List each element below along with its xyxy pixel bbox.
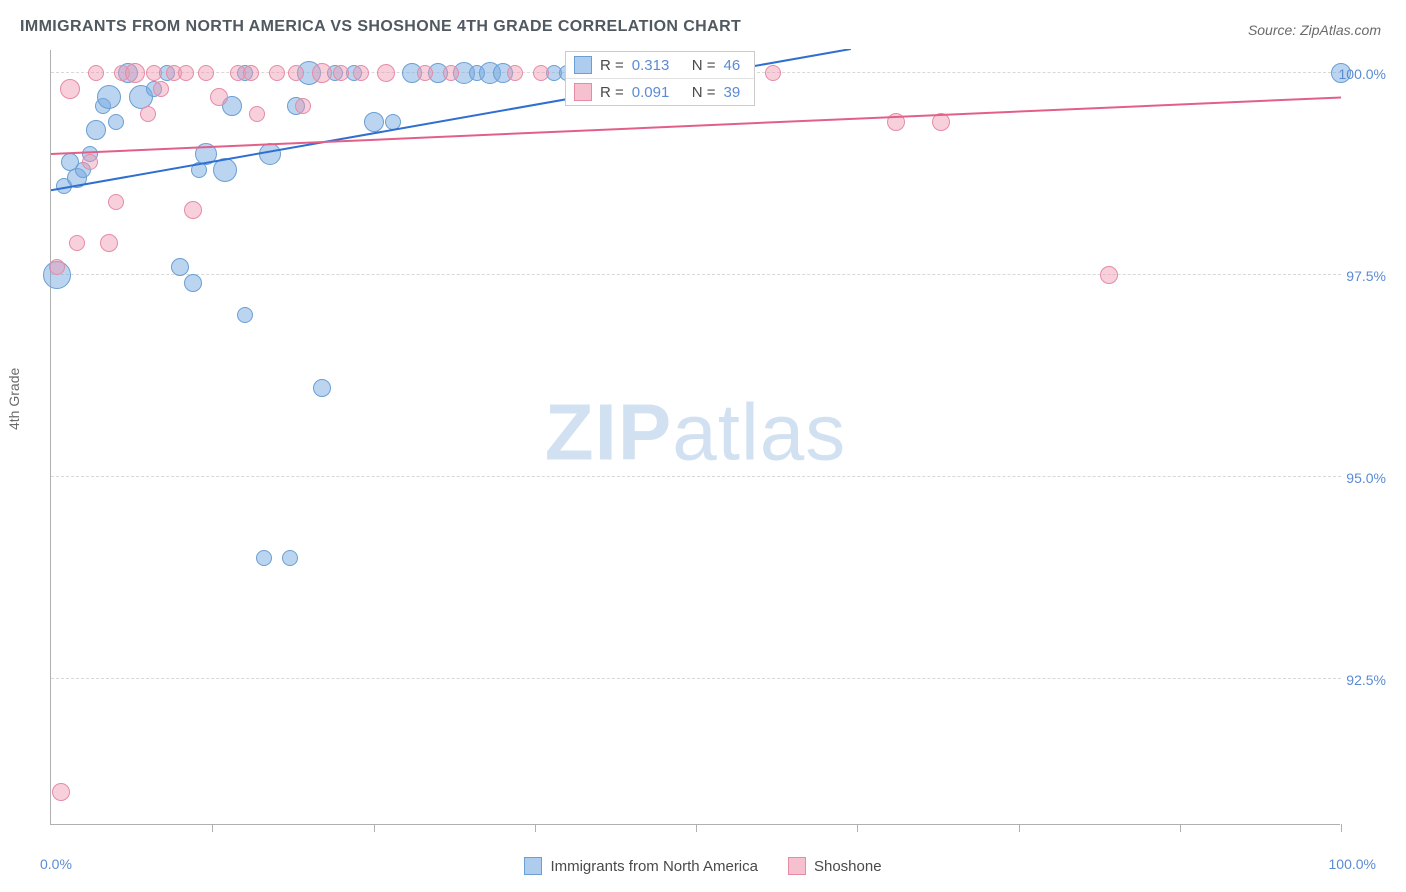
- x-tick: [374, 824, 375, 832]
- legend-label: Immigrants from North America: [550, 858, 758, 875]
- scatter-point: [69, 235, 85, 251]
- scatter-point: [100, 234, 118, 252]
- scatter-point: [282, 550, 298, 566]
- y-tick-label: 95.0%: [1346, 470, 1386, 486]
- scatter-point: [259, 143, 281, 165]
- x-tick: [535, 824, 536, 832]
- scatter-point: [125, 63, 145, 83]
- scatter-point: [443, 65, 459, 81]
- scatter-point: [82, 154, 98, 170]
- scatter-point: [385, 114, 401, 130]
- scatter-point: [140, 106, 156, 122]
- scatter-point: [195, 143, 217, 165]
- legend-row: R = 0.313 N = 46: [566, 52, 754, 79]
- y-axis-label: 4th Grade: [6, 368, 22, 430]
- source-prefix: Source:: [1248, 22, 1300, 38]
- scatter-point: [887, 113, 905, 131]
- scatter-plot: [51, 49, 1341, 824]
- scatter-point: [210, 88, 228, 106]
- legend-label: Shoshone: [814, 858, 882, 875]
- legend-swatch: [524, 857, 542, 875]
- scatter-point: [765, 65, 781, 81]
- n-label: N =: [692, 84, 716, 101]
- y-tick-label: 92.5%: [1346, 672, 1386, 688]
- scatter-point: [184, 274, 202, 292]
- scatter-point: [295, 98, 311, 114]
- n-label: N =: [692, 57, 716, 74]
- scatter-point: [86, 120, 106, 140]
- scatter-point: [52, 783, 70, 801]
- source-credit: Source: ZipAtlas.com: [1248, 22, 1381, 38]
- scatter-point: [237, 307, 253, 323]
- scatter-point: [49, 259, 65, 275]
- chart-plot-area: ZIPatlas: [50, 50, 1340, 825]
- scatter-point: [178, 65, 194, 81]
- scatter-point: [1100, 266, 1118, 284]
- scatter-point: [312, 63, 332, 83]
- scatter-point: [507, 65, 523, 81]
- scatter-point: [377, 64, 395, 82]
- scatter-point: [153, 81, 169, 97]
- y-tick-label: 100.0%: [1339, 66, 1386, 82]
- scatter-point: [97, 85, 121, 109]
- scatter-point: [249, 106, 265, 122]
- legend-swatch: [574, 56, 592, 74]
- r-value: 0.091: [632, 84, 684, 101]
- scatter-point: [198, 65, 214, 81]
- scatter-point: [932, 113, 950, 131]
- n-value: 39: [724, 84, 741, 101]
- correlation-legend: R = 0.313 N = 46 R = 0.091 N = 39: [565, 51, 755, 106]
- scatter-point: [313, 379, 331, 397]
- scatter-point: [417, 65, 433, 81]
- chart-title: IMMIGRANTS FROM NORTH AMERICA VS SHOSHON…: [20, 18, 741, 36]
- r-label: R =: [600, 57, 624, 74]
- scatter-point: [243, 65, 259, 81]
- source-name: ZipAtlas.com: [1300, 22, 1381, 38]
- r-label: R =: [600, 84, 624, 101]
- y-tick-label: 97.5%: [1346, 268, 1386, 284]
- scatter-point: [108, 114, 124, 130]
- scatter-point: [256, 550, 272, 566]
- scatter-point: [533, 65, 549, 81]
- x-tick: [857, 824, 858, 832]
- scatter-point: [60, 79, 80, 99]
- series-legend: Immigrants from North America Shoshone: [0, 857, 1406, 875]
- legend-item: Immigrants from North America: [524, 857, 758, 875]
- scatter-point: [353, 65, 369, 81]
- x-tick: [1180, 824, 1181, 832]
- x-tick: [1341, 824, 1342, 832]
- scatter-point: [269, 65, 285, 81]
- scatter-point: [213, 158, 237, 182]
- legend-item: Shoshone: [788, 857, 882, 875]
- x-tick: [696, 824, 697, 832]
- scatter-point: [171, 258, 189, 276]
- scatter-point: [333, 65, 349, 81]
- x-tick: [212, 824, 213, 832]
- scatter-point: [184, 201, 202, 219]
- legend-row: R = 0.091 N = 39: [566, 79, 754, 105]
- n-value: 46: [724, 57, 741, 74]
- legend-swatch: [574, 83, 592, 101]
- scatter-point: [146, 65, 162, 81]
- scatter-point: [288, 65, 304, 81]
- legend-swatch: [788, 857, 806, 875]
- x-tick: [1019, 824, 1020, 832]
- scatter-point: [108, 194, 124, 210]
- scatter-point: [88, 65, 104, 81]
- r-value: 0.313: [632, 57, 684, 74]
- scatter-point: [364, 112, 384, 132]
